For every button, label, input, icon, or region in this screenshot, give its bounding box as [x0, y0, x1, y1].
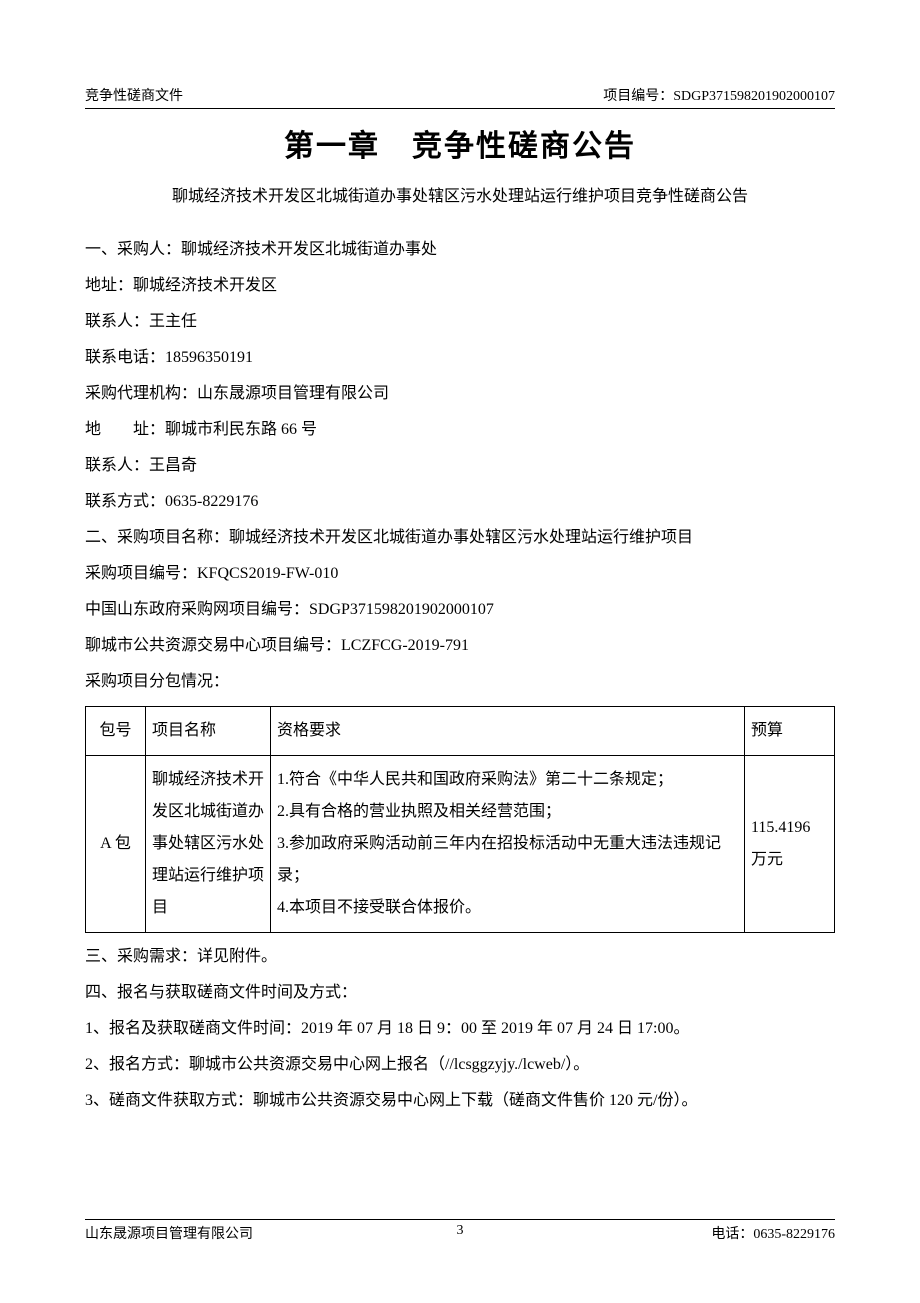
th-name: 项目名称 [146, 706, 271, 755]
line-phone: 联系电话：18596350191 [85, 340, 835, 376]
header-left: 竞争性磋商文件 [85, 85, 183, 105]
page-header: 竞争性磋商文件 项目编号：SDGP371598201902000107 [85, 85, 835, 109]
line-center-no: 聊城市公共资源交易中心项目编号：LCZFCG-2019-791 [85, 628, 835, 664]
line-contact: 联系人：王主任 [85, 304, 835, 340]
line-gov-no: 中国山东政府采购网项目编号：SDGP371598201902000107 [85, 592, 835, 628]
table-row: A 包 聊城经济技术开发区北城街道办事处辖区污水处理站运行维护项目 1.符合《中… [86, 755, 835, 932]
line-agency-phone: 联系方式：0635-8229176 [85, 484, 835, 520]
th-budget: 预算 [745, 706, 835, 755]
subtitle: 聊城经济技术开发区北城街道办事处辖区污水处理站运行维护项目竞争性磋商公告 [85, 183, 835, 212]
table-header-row: 包号 项目名称 资格要求 预算 [86, 706, 835, 755]
line-signup-method: 2、报名方式：聊城市公共资源交易中心网上报名（//lcsggzyjy./lcwe… [85, 1047, 835, 1083]
line-agency-contact: 联系人：王昌奇 [85, 448, 835, 484]
page-footer: 山东晟源项目管理有限公司 3 电话：0635-8229176 [85, 1219, 835, 1243]
line-doc-method: 3、磋商文件获取方式：聊城市公共资源交易中心网上下载（磋商文件售价 120 元/… [85, 1083, 835, 1119]
line-project-name: 二、采购项目名称：聊城经济技术开发区北城街道办事处辖区污水处理站运行维护项目 [85, 520, 835, 556]
line-agency: 采购代理机构：山东晟源项目管理有限公司 [85, 376, 835, 412]
line-signup-time: 1、报名及获取磋商文件时间：2019 年 07 月 18 日 9：00 至 20… [85, 1011, 835, 1047]
th-pkg: 包号 [86, 706, 146, 755]
th-req: 资格要求 [271, 706, 745, 755]
footer-left: 山东晟源项目管理有限公司 [85, 1223, 253, 1243]
main-content: 一、采购人：聊城经济技术开发区北城街道办事处 地址：聊城经济技术开发区 联系人：… [85, 232, 835, 1119]
line-signup-title: 四、报名与获取磋商文件时间及方式： [85, 975, 835, 1011]
line-req-detail: 三、采购需求：详见附件。 [85, 939, 835, 975]
line-agency-address: 地 址：聊城市利民东路 66 号 [85, 412, 835, 448]
td-budget: 115.4196 万元 [745, 755, 835, 932]
td-pkg: A 包 [86, 755, 146, 932]
footer-page-number: 3 [457, 1223, 464, 1239]
header-right: 项目编号：SDGP371598201902000107 [603, 85, 835, 105]
chapter-title: 第一章 竞争性磋商公告 [85, 121, 835, 165]
td-req: 1.符合《中华人民共和国政府采购法》第二十二条规定； 2.具有合格的营业执照及相… [271, 755, 745, 932]
line-address: 地址：聊城经济技术开发区 [85, 268, 835, 304]
line-purchaser: 一、采购人：聊城经济技术开发区北城街道办事处 [85, 232, 835, 268]
footer-right: 电话：0635-8229176 [711, 1223, 835, 1243]
package-table: 包号 项目名称 资格要求 预算 A 包 聊城经济技术开发区北城街道办事处辖区污水… [85, 706, 835, 933]
line-package-intro: 采购项目分包情况： [85, 664, 835, 700]
line-project-no: 采购项目编号：KFQCS2019-FW-010 [85, 556, 835, 592]
td-name: 聊城经济技术开发区北城街道办事处辖区污水处理站运行维护项目 [146, 755, 271, 932]
